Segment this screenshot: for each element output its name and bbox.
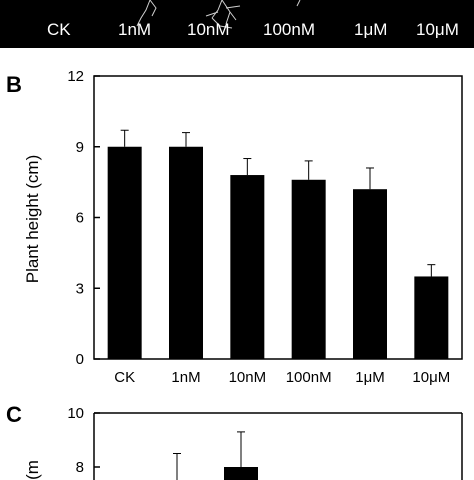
bar <box>353 189 387 359</box>
y-axis-label: Plant height (cm) <box>23 155 42 284</box>
x-tick-label: 100nM <box>286 369 332 386</box>
y-tick-label: 0 <box>76 351 84 368</box>
y-tick-label: 12 <box>67 68 84 85</box>
bar <box>107 146 142 359</box>
panel-c-bar-chart: (m 8 10 <box>23 405 463 480</box>
x-tick-label: 1μM <box>355 369 384 386</box>
y-tick-label: 3 <box>76 280 84 297</box>
root-sketch-image <box>136 0 301 29</box>
panel-letter-c: C <box>6 402 22 427</box>
photo-label-1nm: 1nM <box>118 20 152 39</box>
x-tick-label: CK <box>114 369 135 386</box>
plot-frame <box>93 75 463 360</box>
photo-label-10um: 10μM <box>416 20 459 39</box>
x-tick-label: 10μM <box>412 369 450 386</box>
y-tick-label: 9 <box>76 139 84 156</box>
panel-c-y-axis-label: (m <box>23 460 42 480</box>
y-tick-label: 10 <box>67 405 84 422</box>
y-tick-label: 6 <box>76 210 84 227</box>
x-tick-label: 10nM <box>229 369 267 386</box>
seedling-photo-strip: CK 1nM 10nM 100nM 1μM 10μM <box>0 0 474 48</box>
photo-label-1um: 1μM <box>354 20 388 39</box>
photo-label-ck: CK <box>47 20 71 39</box>
bar <box>230 175 265 359</box>
bar <box>414 276 449 359</box>
x-tick-label: 1nM <box>171 369 200 386</box>
y-tick-label: 8 <box>76 459 84 476</box>
photo-label-100nm: 100nM <box>263 20 315 39</box>
bar <box>291 179 326 359</box>
bar <box>169 146 203 359</box>
photo-label-10nm: 10nM <box>187 20 230 39</box>
plant-height-bar-chart: Plant height (cm) 0 3 6 9 12 CK 1nM 10nM 100nM 1μ… <box>23 68 463 386</box>
panel-letter-b: B <box>6 72 22 97</box>
